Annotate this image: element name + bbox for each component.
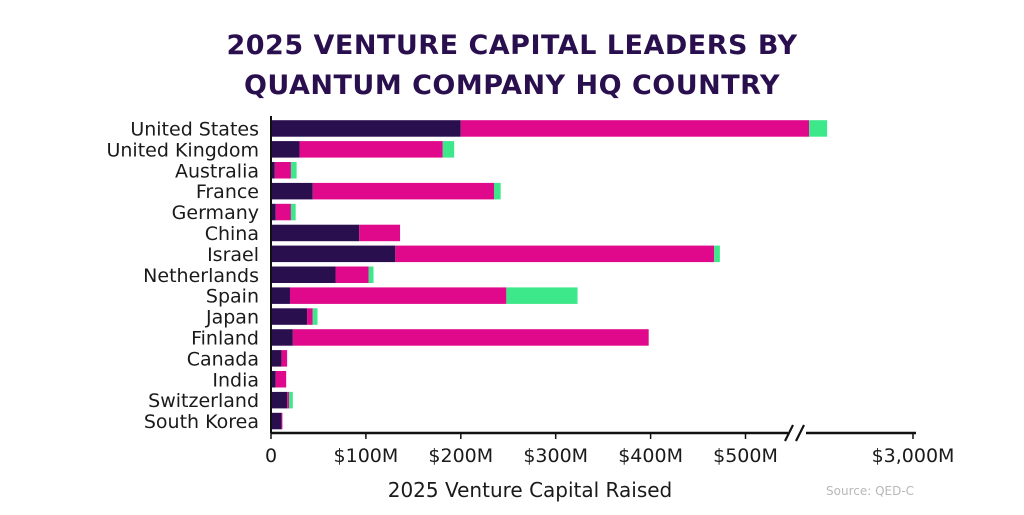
bar-segment [271,350,282,367]
bar-segment [271,203,276,221]
category-label: Finland [191,327,259,349]
category-label: South Korea [144,411,259,433]
bar-segment [281,350,288,367]
bar-segment [289,287,507,304]
bar-segment [809,120,828,137]
bar-segment [506,287,578,304]
bar-segment [271,287,290,304]
category-label: Canada [187,348,259,370]
category-label: India [212,369,259,391]
x-tick-label: $200M [428,445,493,467]
bar-segment [271,308,308,325]
bar-segment [494,182,501,200]
bar-segment [460,120,810,137]
x-tick-label: $400M [618,445,683,467]
bar-segment [275,203,291,221]
bar-segment [289,391,293,409]
category-label: Israel [207,244,259,266]
x-tick-label: 0 [265,445,277,467]
bar-segment [359,224,401,242]
bar-segment [271,182,313,200]
category-label: Australia [175,160,259,182]
bar-segment [271,412,282,430]
bar-segment [368,266,374,283]
bar-segment [271,391,288,409]
category-label: Japan [205,307,259,329]
x-tick-label: $500M [713,445,778,467]
bar-segment [271,245,396,263]
category-label: Spain [206,286,259,308]
bar-segment [281,412,283,430]
bar-segment [271,162,275,179]
category-label: Germany [172,202,259,224]
bar-segment [271,266,336,283]
category-label: China [205,223,259,245]
bar-segment [312,182,495,200]
category-label: Switzerland [148,390,259,412]
x-tick-label: $300M [523,445,588,467]
category-label: France [196,181,259,203]
bar-segment [271,371,276,388]
x-tick-label: $100M [334,445,399,467]
bar-segment [335,266,369,283]
x-axis-title: 2025 Venture Capital Raised [388,478,673,502]
bar-segment [271,224,360,242]
axis-break-mark [795,424,805,442]
category-label: Netherlands [143,265,259,287]
category-label: United States [130,118,259,140]
bar-segment [307,308,313,325]
bar-segment [395,245,715,263]
bar-segment [442,141,455,158]
bar-segment [275,371,287,388]
x-tick-label: $3,000M [872,445,955,467]
bar-segment [290,162,297,179]
axis-break-mark [784,424,794,442]
chart-title-line-2: QUANTUM COMPANY HQ COUNTRY [243,70,781,101]
source-note: Source: QED-C [826,484,915,498]
bar-segment [312,308,318,325]
bar-segment [292,329,649,346]
bar-segment [299,141,443,158]
bar-segment [714,245,720,263]
bar-segment [290,203,296,221]
bar-segment [274,162,291,179]
bar-segment [287,391,290,409]
bar-segment [271,141,300,158]
bar-segment [271,329,293,346]
bar-segment [271,120,461,137]
category-label: United Kingdom [106,139,259,161]
chart-title: 2025 VENTURE CAPITAL LEADERS BY QUANTUM … [0,26,1024,106]
chart-title-line-1: 2025 VENTURE CAPITAL LEADERS BY [226,30,798,61]
